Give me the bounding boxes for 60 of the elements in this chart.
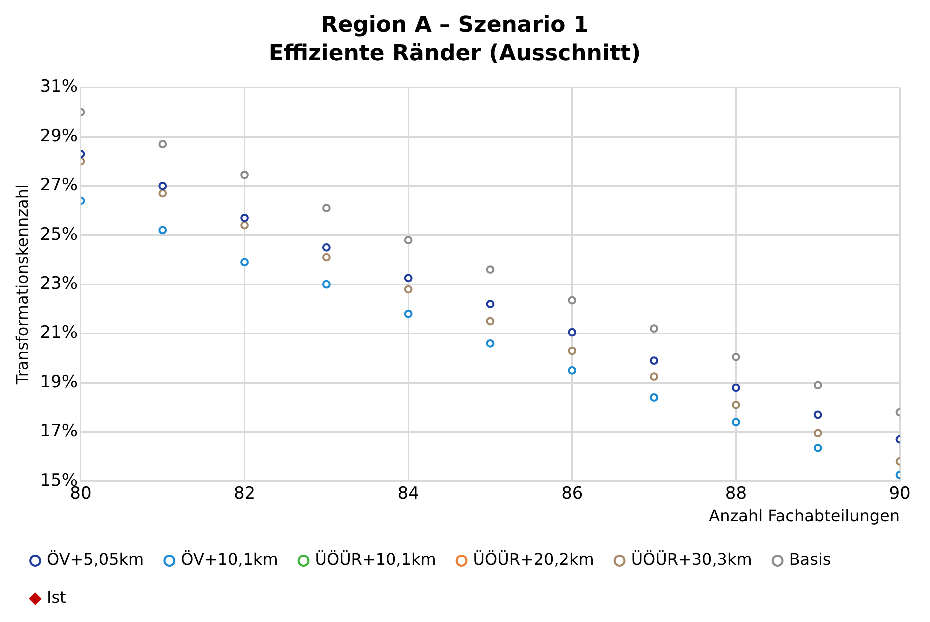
x-tick-label: 90 [889,484,911,504]
legend-label: ÜÖÜR+10,1km [315,550,436,570]
point [322,280,331,289]
y-tick-label: 19% [40,372,78,392]
point [486,317,495,326]
point [650,324,658,334]
point [240,258,249,267]
y-tick-label: 25% [40,224,78,245]
point [240,170,249,180]
point [568,346,577,356]
y-tick-label: 17% [40,422,78,442]
y-tick-label: 23% [40,274,78,294]
point [732,384,740,392]
point [486,339,495,348]
legend-label: ÖV+5,05km [47,550,144,570]
point [486,300,495,308]
point [814,444,822,452]
chart-title: Region A – Szenario 1 [321,12,589,38]
point [404,274,413,283]
point [650,356,658,366]
legend-label: ÜÖÜR+30,3km [631,550,752,570]
x-tick-label: 88 [725,484,748,504]
point [732,352,740,362]
x-tick-label: 86 [562,484,584,504]
y-tick-label: 29% [40,126,78,146]
x-tick-label: 84 [398,484,420,504]
point [158,189,168,198]
point [158,182,168,190]
point [240,221,249,230]
legend-label: ÜÖÜR+20,2km [473,550,594,570]
y-tick-label: 31% [40,77,78,98]
point [158,140,168,149]
point [322,244,331,252]
point [404,236,413,245]
legend-label: Basis [789,550,832,570]
legend-label: Ist [47,588,66,608]
point [650,394,658,402]
legend-label: ÖV+10,1km [181,550,278,570]
point [404,310,413,318]
point [568,296,577,305]
point [814,381,822,390]
point [404,285,413,294]
point [486,266,495,274]
chart-subtitle: Effiziente Ränder (Ausschnitt) [268,41,642,66]
x-axis-title: Anzahl Fachabteilungen [709,506,900,526]
x-tick-label: 82 [234,484,256,504]
point [322,253,331,262]
point [814,429,822,438]
point [568,328,577,337]
y-axis-title: Transformationskennzahl [12,184,32,386]
point [814,410,822,420]
point [732,418,740,427]
point [732,400,740,410]
point [158,226,168,235]
point [568,366,577,375]
point [240,214,249,222]
point [322,204,331,213]
y-tick-label: 21% [40,323,78,344]
point [650,372,658,382]
y-tick-label: 27% [40,176,78,196]
